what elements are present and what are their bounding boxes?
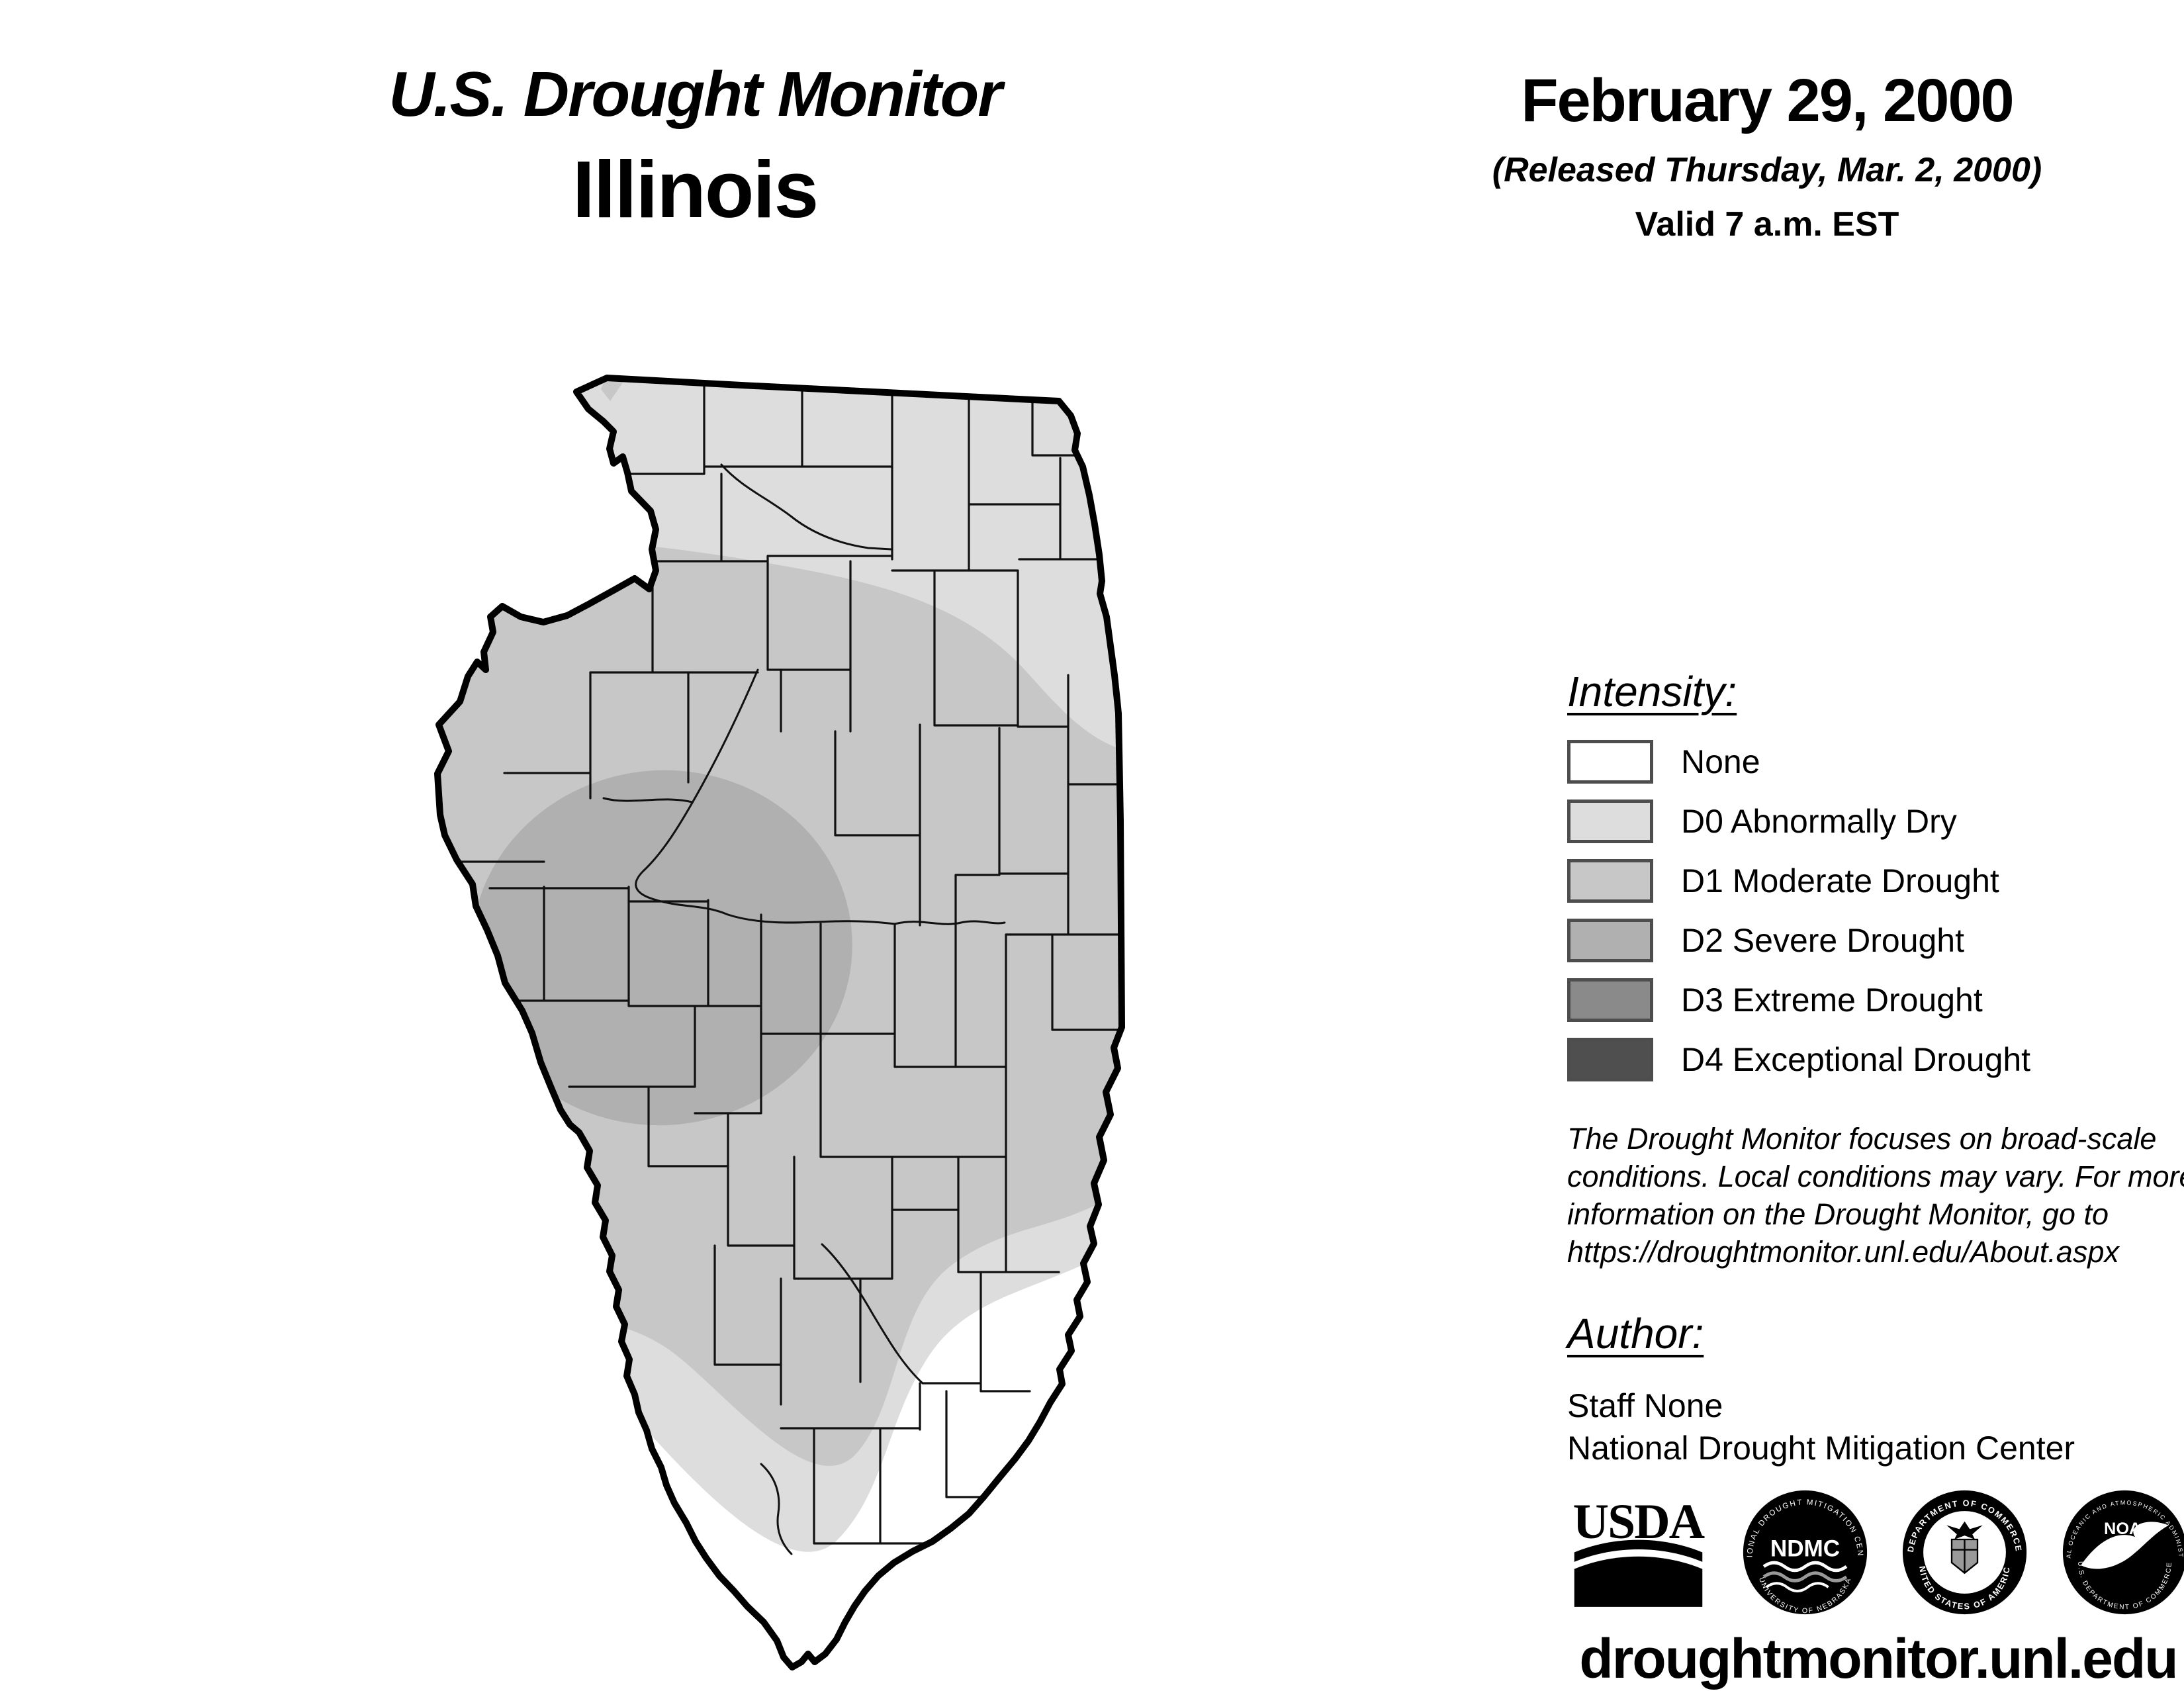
- ndmc-wave-icon: [1762, 1571, 1848, 1582]
- ndmc-logo: NATIONAL DROUGHT MITIGATION CENTER NDMC …: [1741, 1488, 1867, 1615]
- disclaimer-line: https://droughtmonitor.unl.edu/About.asp…: [1567, 1235, 2119, 1269]
- legend-item-d4: D4 Exceptional Drought: [1567, 1038, 2184, 1081]
- ndmc-wave-icon: [1762, 1561, 1848, 1573]
- commerce-seal-logo: DEPARTMENT OF COMMERCE UNITED STATES OF …: [1900, 1488, 2027, 1615]
- page-title: U.S. Drought Monitor: [388, 59, 1002, 130]
- disclaimer-line: The Drought Monitor focuses on broad-sca…: [1567, 1122, 2157, 1156]
- county-lines-south: [568, 1005, 1060, 1545]
- ndmc-wave-icon: [1765, 1582, 1829, 1592]
- usda-logo: USDA: [1573, 1494, 1706, 1607]
- legend-swatch-d3: [1567, 978, 1653, 1022]
- state-outline: [434, 375, 1125, 1670]
- legend-item-none: None: [1567, 740, 2184, 784]
- map-date: February 29, 2000: [1521, 67, 2014, 134]
- noaa-logo: NATIONAL OCEANIC AND ATMOSPHERIC ADMINIS…: [2060, 1488, 2184, 1615]
- usda-swoosh-icon: [1574, 1539, 1703, 1562]
- intensity-legend: Intensity: None D0 Abnormally Dry D1 Mod…: [1567, 667, 2184, 1097]
- legend-label: D1 Moderate Drought: [1681, 862, 1999, 899]
- noaa-bird-icon: [2081, 1522, 2169, 1569]
- legend-label: D0 Abnormally Dry: [1681, 803, 1957, 840]
- legend-label: None: [1681, 743, 1760, 780]
- legend-swatch-d2: [1567, 919, 1653, 962]
- county-lines-central: [457, 668, 1121, 1158]
- legend-item-d0: D0 Abnormally Dry: [1567, 800, 2184, 843]
- header: U.S. Drought Monitor Illinois: [238, 58, 1152, 236]
- disclaimer-line: information on the Drought Monitor, go t…: [1567, 1197, 2109, 1231]
- disclaimer-text: The Drought Monitor focuses on broad-sca…: [1567, 1120, 2184, 1271]
- legend-label: D2 Severe Drought: [1681, 922, 1965, 959]
- county-boundaries: [457, 384, 1121, 1555]
- date-block: February 29, 2000 (Released Thursday, Ma…: [1416, 66, 2118, 244]
- legend-item-d2: D2 Severe Drought: [1567, 919, 2184, 962]
- legend-item-d1: D1 Moderate Drought: [1567, 859, 2184, 903]
- legend-label: D4 Exceptional Drought: [1681, 1041, 2031, 1078]
- river-boundaries: [602, 463, 1006, 1555]
- legend-swatch-d4: [1567, 1038, 1653, 1081]
- author-org: National Drought Mitigation Center: [1567, 1430, 2075, 1467]
- commerce-eagle-icon: [1946, 1521, 1983, 1575]
- legend-swatch-d1: [1567, 859, 1653, 903]
- drought-d2-region: [471, 770, 852, 1126]
- county-lines-north: [589, 384, 1121, 786]
- valid-time: Valid 7 a.m. EST: [1635, 205, 1899, 244]
- author-block: Author: Staff None National Drought Miti…: [1567, 1309, 2184, 1469]
- logo-row: USDA NATIONAL DROUGHT MITIGATION CENTER …: [1567, 1488, 2184, 1617]
- release-date: (Released Thursday, Mar. 2, 2000): [1492, 151, 2042, 189]
- legend-heading: Intensity:: [1567, 668, 1737, 715]
- author-name: Staff None: [1567, 1387, 1723, 1424]
- legend-label: D3 Extreme Drought: [1681, 982, 1983, 1019]
- legend-swatch-none: [1567, 740, 1653, 784]
- author-heading: Author:: [1567, 1310, 1704, 1357]
- disclaimer-line: conditions. Local conditions may vary. F…: [1567, 1160, 2184, 1193]
- ndmc-logo-text: NDMC: [1770, 1535, 1840, 1561]
- drought-d1-nw-sliver: [601, 378, 625, 401]
- legend-item-d3: D3 Extreme Drought: [1567, 978, 2184, 1022]
- legend-swatch-d0: [1567, 800, 1653, 843]
- usda-swoosh-band-icon: [1574, 1556, 1703, 1607]
- footer-url[interactable]: droughtmonitor.unl.edu: [1579, 1627, 2178, 1690]
- state-title: Illinois: [572, 144, 819, 234]
